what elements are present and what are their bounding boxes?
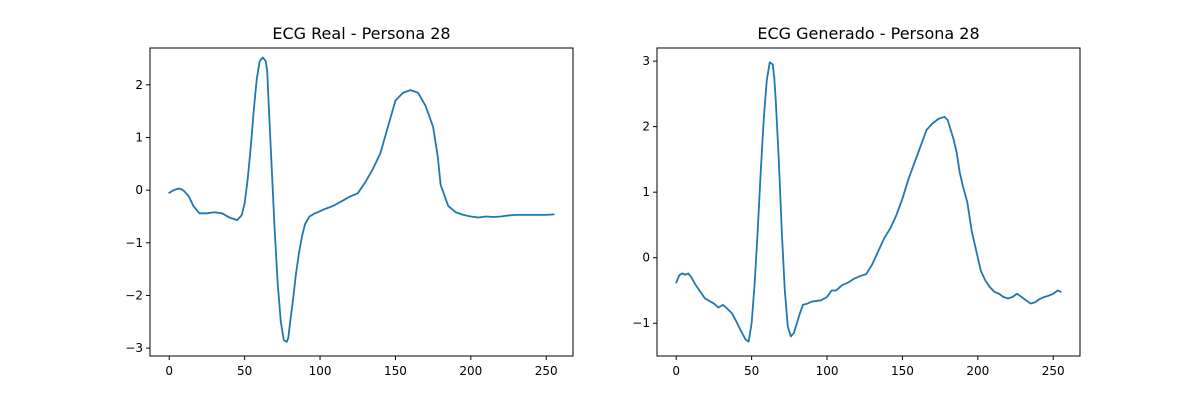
axes-frame bbox=[149, 47, 574, 357]
chart-ecg-real: ECG Real - Persona 28 0 50 100 150 200 250 −3… bbox=[125, 24, 574, 378]
x-axis: 0 50 100 150 200 250 bbox=[165, 356, 558, 378]
y-axis: −3 −2 −1 0 1 2 bbox=[125, 78, 150, 355]
series-line bbox=[675, 61, 1062, 343]
x-tick-label: 150 bbox=[891, 364, 914, 378]
x-tick-label: 100 bbox=[816, 364, 839, 378]
chart-title: ECG Generado - Persona 28 bbox=[757, 24, 979, 43]
y-tick-label: 2 bbox=[135, 78, 143, 92]
y-tick-label: −2 bbox=[125, 288, 143, 302]
y-tick-label: 2 bbox=[642, 120, 650, 134]
y-tick-label: 0 bbox=[135, 183, 143, 197]
chart-title: ECG Real - Persona 28 bbox=[272, 24, 450, 43]
x-tick-label: 150 bbox=[384, 364, 407, 378]
x-tick-label: 250 bbox=[1042, 364, 1065, 378]
plot-area bbox=[168, 56, 555, 343]
x-tick-label: 100 bbox=[309, 364, 332, 378]
x-tick-label: 200 bbox=[966, 364, 989, 378]
chart-ecg-generado: ECG Generado - Persona 28 0 50 100 150 200 25… bbox=[632, 24, 1081, 378]
x-tick-label: 0 bbox=[672, 364, 680, 378]
x-tick-label: 50 bbox=[237, 364, 252, 378]
y-tick-label: −1 bbox=[125, 236, 143, 250]
x-tick-label: 250 bbox=[535, 364, 558, 378]
series-line bbox=[168, 56, 555, 343]
y-tick-label: −3 bbox=[125, 341, 143, 355]
y-tick-label: 1 bbox=[642, 185, 650, 199]
y-tick-label: 3 bbox=[642, 54, 650, 68]
axes-frame bbox=[656, 47, 1081, 357]
y-axis: −1 0 1 2 3 bbox=[632, 54, 657, 330]
plot-area bbox=[675, 61, 1062, 343]
x-tick-label: 50 bbox=[744, 364, 759, 378]
x-axis: 0 50 100 150 200 250 bbox=[672, 356, 1065, 378]
x-tick-label: 0 bbox=[165, 364, 173, 378]
y-tick-label: −1 bbox=[632, 316, 650, 330]
x-tick-label: 200 bbox=[459, 364, 482, 378]
y-tick-label: 1 bbox=[135, 131, 143, 145]
y-tick-label: 0 bbox=[642, 251, 650, 265]
